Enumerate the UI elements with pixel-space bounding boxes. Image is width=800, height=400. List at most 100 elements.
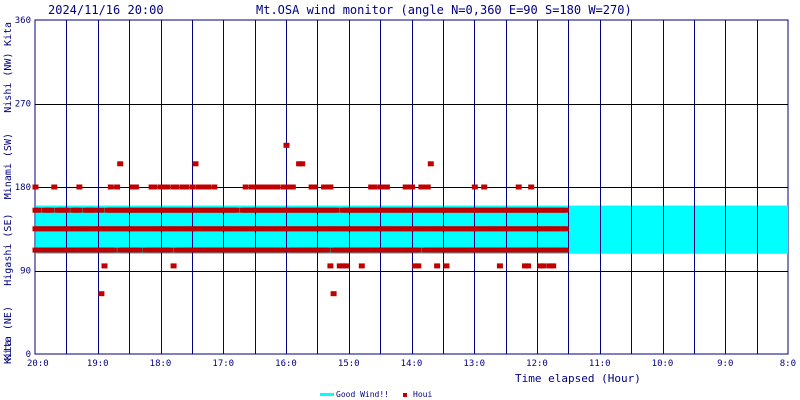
- houi-point: [60, 207, 67, 213]
- houi-point: [92, 226, 99, 232]
- legend-good-wind-label: Good Wind!!: [336, 390, 389, 399]
- houi-point: [352, 247, 359, 253]
- houi-point: [452, 207, 459, 213]
- houi-point: [336, 226, 343, 232]
- houi-point: [70, 207, 77, 213]
- houi-point: [76, 184, 83, 190]
- houi-point: [252, 207, 259, 213]
- houi-point: [474, 207, 481, 213]
- houi-point: [289, 226, 296, 232]
- houi-point: [330, 247, 337, 253]
- houi-point: [89, 226, 95, 232]
- houi-point: [267, 184, 274, 190]
- houi-point: [314, 247, 321, 253]
- houi-point: [471, 247, 478, 253]
- houi-point: [368, 226, 375, 232]
- houi-point: [76, 226, 83, 232]
- houi-point: [252, 184, 259, 190]
- houi-point: [107, 226, 114, 232]
- houi-point: [437, 247, 444, 253]
- houi-point: [324, 207, 331, 213]
- houi-point: [449, 226, 456, 232]
- y-tick-label: 270: [15, 100, 31, 110]
- houi-point: [220, 226, 227, 232]
- houi-point: [465, 247, 472, 253]
- houi-point: [274, 184, 281, 190]
- houi-point: [415, 247, 422, 253]
- houi-point: [352, 226, 359, 232]
- houi-point: [217, 247, 224, 253]
- houi-point: [280, 184, 287, 190]
- houi-point: [500, 247, 506, 253]
- houi-point: [201, 184, 208, 190]
- houi-point: [164, 184, 171, 190]
- houi-point: [305, 247, 312, 253]
- houi-point: [537, 207, 544, 213]
- houi-point: [547, 207, 553, 213]
- houi-point: [104, 226, 111, 232]
- houi-point: [35, 247, 42, 253]
- houi-point: [390, 207, 397, 213]
- houi-point: [249, 207, 255, 213]
- houi-point: [82, 226, 89, 232]
- houi-point: [214, 226, 221, 232]
- houi-point: [158, 184, 164, 190]
- houi-point: [114, 226, 121, 232]
- x-tick-label: 11:0: [589, 359, 611, 369]
- houi-point: [48, 247, 55, 253]
- houi-point: [540, 263, 547, 269]
- houi-point: [126, 226, 133, 232]
- x-tick-label: 12:0: [526, 359, 548, 369]
- houi-point: [227, 207, 233, 213]
- houi-point: [550, 247, 557, 253]
- houi-point: [481, 184, 488, 190]
- houi-point: [534, 226, 541, 232]
- houi-point: [380, 207, 387, 213]
- houi-point: [110, 207, 117, 213]
- houi-point: [506, 247, 513, 253]
- houi-point: [452, 226, 459, 232]
- houi-point: [283, 226, 290, 232]
- houi-point: [208, 247, 215, 253]
- houi-point: [434, 247, 441, 253]
- houi-point: [393, 207, 400, 213]
- houi-point: [471, 184, 478, 190]
- houi-point: [399, 226, 406, 232]
- houi-point: [192, 247, 199, 253]
- houi-point: [76, 207, 83, 213]
- houi-point: [361, 226, 368, 232]
- houi-point: [421, 207, 428, 213]
- houi-point: [73, 207, 80, 213]
- houi-point: [459, 247, 466, 253]
- houi-point: [547, 263, 553, 269]
- houi-point: [531, 207, 538, 213]
- houi-point: [107, 247, 114, 253]
- houi-point: [79, 226, 86, 232]
- houi-point: [164, 207, 171, 213]
- houi-point: [340, 263, 346, 269]
- houi-point: [421, 226, 428, 232]
- houi-point: [390, 247, 397, 253]
- houi-point: [120, 247, 127, 253]
- houi-point: [114, 184, 121, 190]
- houi-point: [324, 226, 331, 232]
- houi-point: [201, 226, 208, 232]
- houi-point: [205, 207, 212, 213]
- houi-point: [54, 207, 61, 213]
- houi-point: [493, 226, 500, 232]
- houi-point: [101, 263, 108, 269]
- houi-point: [217, 207, 224, 213]
- houi-point: [170, 226, 177, 232]
- houi-point: [434, 226, 441, 232]
- houi-point: [383, 247, 390, 253]
- houi-point: [368, 207, 375, 213]
- houi-point: [343, 263, 350, 269]
- houi-point: [41, 247, 48, 253]
- houi-point: [198, 184, 205, 190]
- direction-label: Kita (NE): [3, 306, 14, 360]
- houi-point: [361, 247, 368, 253]
- houi-point: [377, 226, 384, 232]
- houi-point: [380, 247, 387, 253]
- houi-point: [443, 263, 450, 269]
- houi-point: [515, 247, 522, 253]
